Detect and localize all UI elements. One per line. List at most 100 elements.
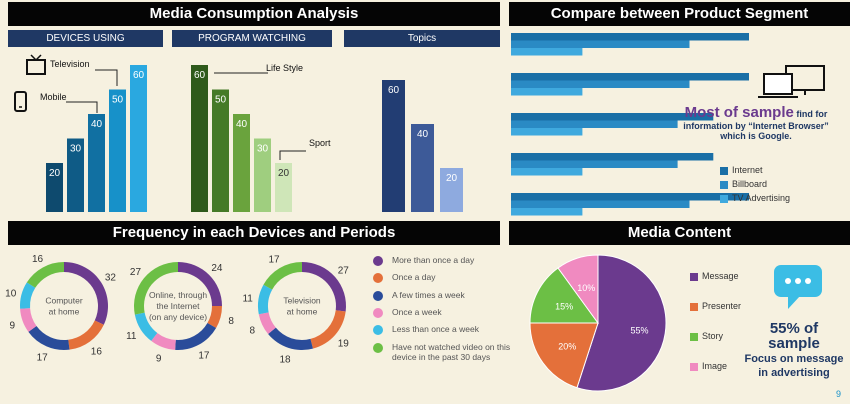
donut-1-label-4: 11 [126,331,137,342]
program-bar-label-1: 50 [215,95,227,106]
frequency-legend-dot [373,325,383,335]
compare-note-big: Most of sample [684,104,794,121]
pie-label-3: 10% [577,283,595,293]
devices-bar-2 [88,114,105,212]
pie-label-0: 55% [630,326,648,336]
compare-legend-label: Internet [732,165,763,175]
donut-1-label-5: 27 [130,267,142,278]
frequency-legend-dot [373,291,383,301]
compare-bar-4-1 [511,200,690,208]
program-bar-label-4: 20 [278,168,290,179]
page-number: 9 [836,389,842,399]
devices-bar-label-0: 20 [49,168,61,179]
donut-1-segment-5 [133,262,178,315]
donut-2-segment-0 [302,262,347,312]
donut-2-label-4: 11 [242,293,253,304]
frequency-legend-dot [373,343,383,353]
compare-bar-2-1 [511,120,678,128]
devices-bar-label-1: 30 [70,144,82,155]
compare-bar-2-2 [511,128,583,136]
devices-bar-3 [109,89,126,212]
topics-bar-0 [382,80,405,212]
program-bar-0 [191,65,208,212]
devices-bar-0 [46,163,63,212]
donut-0-segment-2 [28,325,70,350]
donut-1-label-0: 24 [211,263,223,274]
frequency-legend-dot [373,256,383,266]
compare-note: Most of sample find for information by “… [668,104,844,141]
life-style-label: Life Style [266,63,304,73]
donut-0-segment-5 [26,262,64,288]
program-bar-label-2: 40 [236,119,248,130]
content-legend-item: Presenter [690,301,741,311]
donut-0-label-4: 10 [5,288,17,299]
donut-1-title-line: (on any device) [149,312,207,322]
donut-1-segment-1 [207,306,222,328]
content-legend-item: Image [690,361,727,371]
compare-note-line2: information by “Internet Browser” [683,121,829,131]
compare-note-line3: which is Google. [720,131,792,141]
donut-0-label-1: 16 [91,346,103,357]
compare-bar-4-0 [511,193,749,201]
program-bar-4 [275,163,292,212]
donut-2-segment-3 [258,312,276,335]
donut-1-label-1: 8 [228,316,234,327]
donut-1-segment-3 [151,332,176,350]
frequency-legend-label: Once a week [392,307,442,317]
topics-bar-label-2: 20 [446,173,458,184]
donut-1-title-line: the Internet [156,301,200,311]
content-note-line3: in advertising [758,367,830,379]
compare-legend-label: TV Advertising [732,193,791,203]
frequency-legend-label: Less than once a week [392,324,479,334]
donut-2-segment-5 [263,262,302,290]
content-legend-item: Story [690,331,723,341]
donut-0-segment-0 [64,262,108,325]
devices-bar-label-2: 40 [91,119,103,130]
donut-2-label-5: 17 [268,255,280,266]
header-media-content: Media Content [509,221,850,245]
donut-0-label-3: 9 [9,321,15,332]
devices-bar-label-4: 60 [133,70,145,81]
donut-2-segment-2 [268,327,313,351]
program-bar-2 [233,114,250,212]
pie-slice-1 [529,322,599,389]
pie-slice-3 [557,254,599,325]
donut-2-label-1: 19 [338,338,350,349]
donut-0-label-2: 17 [37,352,49,363]
donut-2-title-line: Television [283,296,321,306]
compare-bar-4-2 [511,208,583,216]
content-legend-label: Presenter [702,301,742,311]
compare-legend-label: Billboard [732,179,768,189]
program-bar-label-3: 30 [257,144,269,155]
compare-legend-item: Billboard [720,179,767,189]
compare-bar-2-0 [511,113,714,121]
television-icon [26,54,46,75]
frequency-legend-label: A few times a week [392,290,465,300]
content-note-line2: Focus on message [744,353,844,365]
topics-bar-label-1: 40 [417,129,429,140]
message-bubble-icon [774,265,822,309]
compare-legend-item: Internet [720,165,763,175]
compare-bar-1-0 [511,73,749,81]
frequency-legend-label: Once a day [392,272,436,282]
sport-label: Sport [309,138,331,148]
mobile-label: Mobile [40,92,67,102]
subheader-devices: DEVICES USING [8,30,163,47]
donut-2-segment-4 [258,284,273,315]
mobile-icon [14,91,27,112]
frequency-legend-dot [373,273,383,283]
compare-bar-1-2 [511,88,583,96]
compare-bar-3-2 [511,168,583,176]
donut-2-title-line: at home [287,307,318,317]
donut-1-segment-0 [178,262,222,306]
donut-0-segment-3 [20,308,37,332]
program-bar-3 [254,138,271,212]
header-media-consumption: Media Consumption Analysis [8,2,500,26]
content-legend-label: Story [702,331,724,341]
devices-bar-1 [67,138,84,212]
donut-0-label-5: 16 [32,254,44,265]
topics-bar-1 [411,124,434,212]
header-frequency: Frequency in each Devices and Periods [8,221,500,245]
subheader-program: PROGRAM WATCHING [172,30,332,47]
